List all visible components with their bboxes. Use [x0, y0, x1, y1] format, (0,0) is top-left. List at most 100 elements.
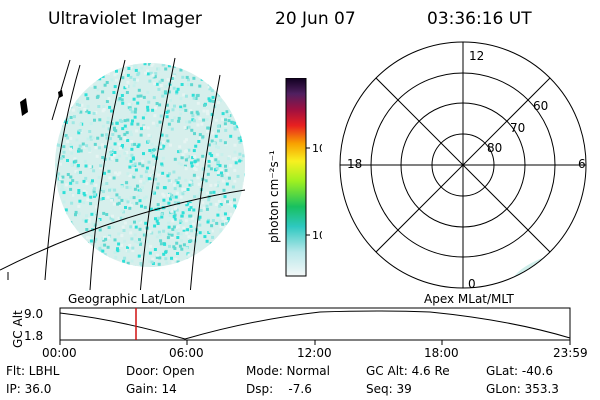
- emission-pixel: [229, 164, 233, 168]
- emission-pixel: [91, 136, 95, 140]
- emission-pixel: [123, 147, 127, 151]
- emission-pixel: [102, 105, 106, 108]
- emission-pixel: [61, 155, 65, 159]
- emission-pixel: [81, 218, 85, 222]
- emission-pixel: [114, 63, 118, 66]
- emission-pixel: [92, 68, 96, 72]
- emission-pixel: [184, 108, 188, 112]
- emission-pixel: [206, 191, 209, 195]
- emission-pixel: [155, 235, 159, 239]
- emission-pixel: [241, 131, 245, 134]
- emission-pixel: [128, 206, 132, 210]
- emission-pixel: [214, 183, 218, 187]
- emission-pixel: [69, 145, 73, 149]
- emission-pixel: [80, 103, 84, 107]
- emission-pixel: [171, 219, 175, 223]
- emission-pixel: [167, 193, 170, 197]
- emission-pixel: [235, 258, 239, 262]
- emission-pixel: [217, 199, 221, 203]
- emission-pixel: [233, 143, 237, 147]
- emission-pixel: [203, 103, 206, 107]
- emission-pixel: [110, 109, 113, 113]
- emission-pixel: [120, 98, 124, 102]
- emission-pixel: [125, 131, 129, 135]
- emission-pixel: [227, 176, 231, 180]
- emission-pixel: [130, 122, 134, 126]
- emission-pixel: [241, 103, 245, 107]
- emission-pixel: [171, 195, 175, 199]
- emission-pixel: [133, 80, 137, 84]
- emission-pixel: [218, 99, 222, 103]
- emission-pixel: [71, 121, 75, 125]
- emission-pixel: [144, 195, 148, 199]
- emission-pixel: [55, 174, 59, 178]
- emission-pixel: [218, 204, 222, 208]
- emission-pixel: [163, 90, 167, 94]
- emission-pixel: [122, 216, 126, 220]
- emission-pixel: [166, 236, 170, 240]
- emission-pixel: [162, 202, 166, 205]
- emission-pixel: [130, 147, 134, 151]
- emission-pixel: [241, 81, 245, 85]
- emission-pixel: [225, 98, 229, 102]
- emission-pixel: [177, 150, 181, 154]
- emission-pixel: [153, 75, 157, 79]
- emission-pixel: [87, 220, 91, 224]
- emission-pixel: [228, 249, 232, 253]
- emission-pixel: [231, 93, 235, 97]
- emission-pixel: [128, 201, 132, 205]
- emission-pixel: [205, 168, 209, 172]
- emission-pixel: [221, 117, 224, 121]
- emission-pixel: [164, 257, 168, 261]
- emission-pixel: [165, 115, 169, 119]
- emission-pixel: [228, 66, 231, 70]
- emission-pixel: [107, 236, 111, 240]
- emission-pixel: [225, 97, 229, 101]
- emission-pixel: [177, 176, 181, 180]
- emission-pixel: [108, 176, 112, 180]
- emission-pixel: [82, 179, 86, 183]
- emission-pixel: [177, 161, 181, 165]
- emission-pixel: [129, 231, 133, 235]
- emission-pixel: [151, 190, 155, 194]
- emission-pixel: [96, 136, 100, 140]
- emission-pixel: [90, 234, 93, 238]
- emission-pixel: [89, 181, 93, 185]
- emission-pixel: [70, 182, 74, 186]
- emission-pixel: [126, 73, 130, 77]
- emission-pixel: [212, 268, 215, 271]
- emission-pixel: [181, 192, 185, 196]
- emission-pixel: [109, 63, 113, 67]
- emission-pixel: [205, 207, 209, 211]
- emission-pixel: [172, 74, 176, 78]
- emission-pixel: [160, 133, 164, 137]
- emission-pixel: [122, 210, 125, 214]
- emission-pixel: [97, 65, 101, 69]
- emission-pixel: [224, 128, 228, 132]
- emission-pixel: [236, 174, 240, 178]
- emission-pixel: [152, 96, 156, 100]
- emission-pixel: [94, 146, 98, 150]
- emission-pixel: [193, 166, 197, 170]
- emission-pixel: [202, 75, 206, 79]
- emission-pixel: [158, 233, 162, 237]
- emission-pixel: [195, 162, 199, 166]
- emission-pixel: [143, 205, 147, 209]
- emission-pixel: [64, 208, 68, 212]
- lat-label-60: 60: [533, 99, 548, 113]
- emission-pixel: [58, 108, 62, 112]
- emission-pixel: [76, 251, 79, 255]
- emission-pixel: [227, 72, 230, 76]
- emission-pixel: [225, 249, 228, 253]
- emission-pixel: [75, 181, 79, 185]
- emission-pixel: [70, 82, 74, 86]
- emission-pixel: [116, 202, 120, 206]
- emission-pixel: [125, 181, 129, 185]
- emission-pixel: [136, 94, 140, 98]
- emission-pixel: [84, 176, 88, 180]
- emission-pixel: [58, 177, 62, 181]
- emission-pixel: [188, 221, 192, 224]
- emission-pixel: [233, 74, 237, 78]
- emission-pixel: [179, 162, 183, 166]
- emission-pixel: [189, 264, 193, 267]
